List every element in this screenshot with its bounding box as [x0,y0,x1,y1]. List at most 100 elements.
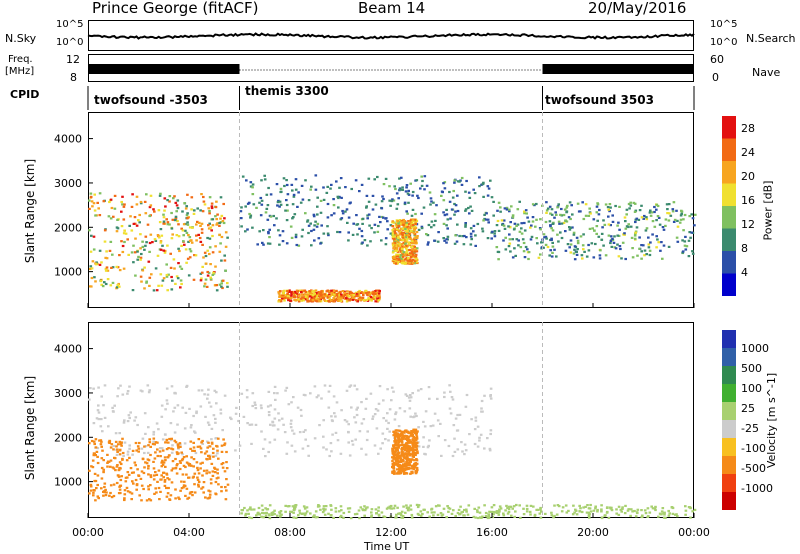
heat-cell [329,187,332,190]
velocity-feature-3 [391,428,419,475]
heat-cell [151,241,154,244]
heat-cell [145,193,148,196]
heat-cell [439,422,442,425]
heat-cell [597,235,601,238]
heat-cell [656,204,660,208]
heat-cell [420,225,424,228]
heat-cell [680,210,684,213]
heat-cell [348,299,351,302]
heat-cell [292,516,295,519]
heat-cell [411,224,415,227]
heat-cell [111,406,114,409]
heat-cell [412,253,415,256]
heat-cell [398,429,402,433]
heat-cell [636,508,640,511]
heat-cell [120,225,124,228]
heat-cell [284,389,287,392]
heat-cell [298,512,302,515]
heat-cell [413,439,416,443]
heat-cell [208,237,212,240]
heat-cell [278,243,281,246]
heat-cell [217,437,220,440]
heat-cell [397,451,400,454]
heat-cell [386,228,389,231]
heat-cell [273,438,277,441]
heat-cell [406,456,409,459]
heat-cell [204,278,208,281]
heat-cell [188,248,192,251]
heat-cell [405,238,409,241]
heat-cell [478,176,481,179]
heat-cell [511,214,515,217]
heat-cell [322,505,326,508]
heat-cell [407,241,410,244]
heat-cell [317,504,320,507]
heat-cell [472,224,476,227]
heat-cell [661,507,665,510]
heat-cell [427,241,430,244]
heat-cell [295,243,299,247]
heat-cell [163,480,167,483]
heat-cell [156,454,160,458]
heat-cell [122,454,125,457]
heat-cell [96,447,100,450]
heat-cell [286,297,290,300]
heat-cell [393,432,396,435]
heat-cell [409,255,413,259]
heat-cell [534,225,537,228]
heat-cell [497,258,500,261]
heat-cell [264,211,268,214]
heat-cell [648,253,652,257]
heat-cell [201,486,205,489]
heat-cell [136,445,140,448]
heat-cell [166,244,169,247]
heat-cell [157,209,161,212]
heat-cell [288,289,291,292]
heat-cell [414,453,417,457]
heat-cell [278,205,281,208]
heat-cell [144,445,148,448]
heat-cell [165,399,169,402]
heat-cell [693,508,697,511]
heat-cell [363,505,366,508]
heat-cell [273,224,276,227]
heat-cell [386,220,389,223]
heat-cell [314,188,318,191]
heat-cell [405,248,409,252]
heat-cell [337,206,340,209]
heat-cell [291,203,295,206]
heat-cell [464,190,467,193]
heat-cell [415,219,419,222]
heat-cell [268,228,271,231]
heat-cell [330,289,333,292]
heat-cell [402,223,405,226]
heat-cell [623,216,627,219]
heat-cell [479,433,483,436]
heat-cell [326,289,330,292]
heat-cell [319,211,323,214]
heat-cell [384,438,387,441]
heat-cell [378,385,382,388]
heat-cell [448,200,452,203]
heat-cell [287,299,290,302]
heat-cell [407,189,410,192]
heat-cell [566,204,569,207]
heat-cell [262,243,265,246]
heat-cell [124,480,128,483]
power-colorbar-segment [722,138,736,161]
heat-cell [371,194,375,197]
heat-cell [179,445,182,448]
heat-cell [313,437,317,440]
heat-cell [478,436,481,439]
heat-cell [437,435,440,438]
heat-cell [664,224,667,227]
heat-cell [473,507,476,510]
heat-cell [575,513,579,516]
heat-cell [149,474,153,477]
heat-cell [187,476,190,479]
heat-cell [101,285,105,288]
heat-cell [165,438,169,441]
heat-cell [252,508,256,511]
heat-cell [170,451,174,454]
heat-cell [266,204,270,207]
